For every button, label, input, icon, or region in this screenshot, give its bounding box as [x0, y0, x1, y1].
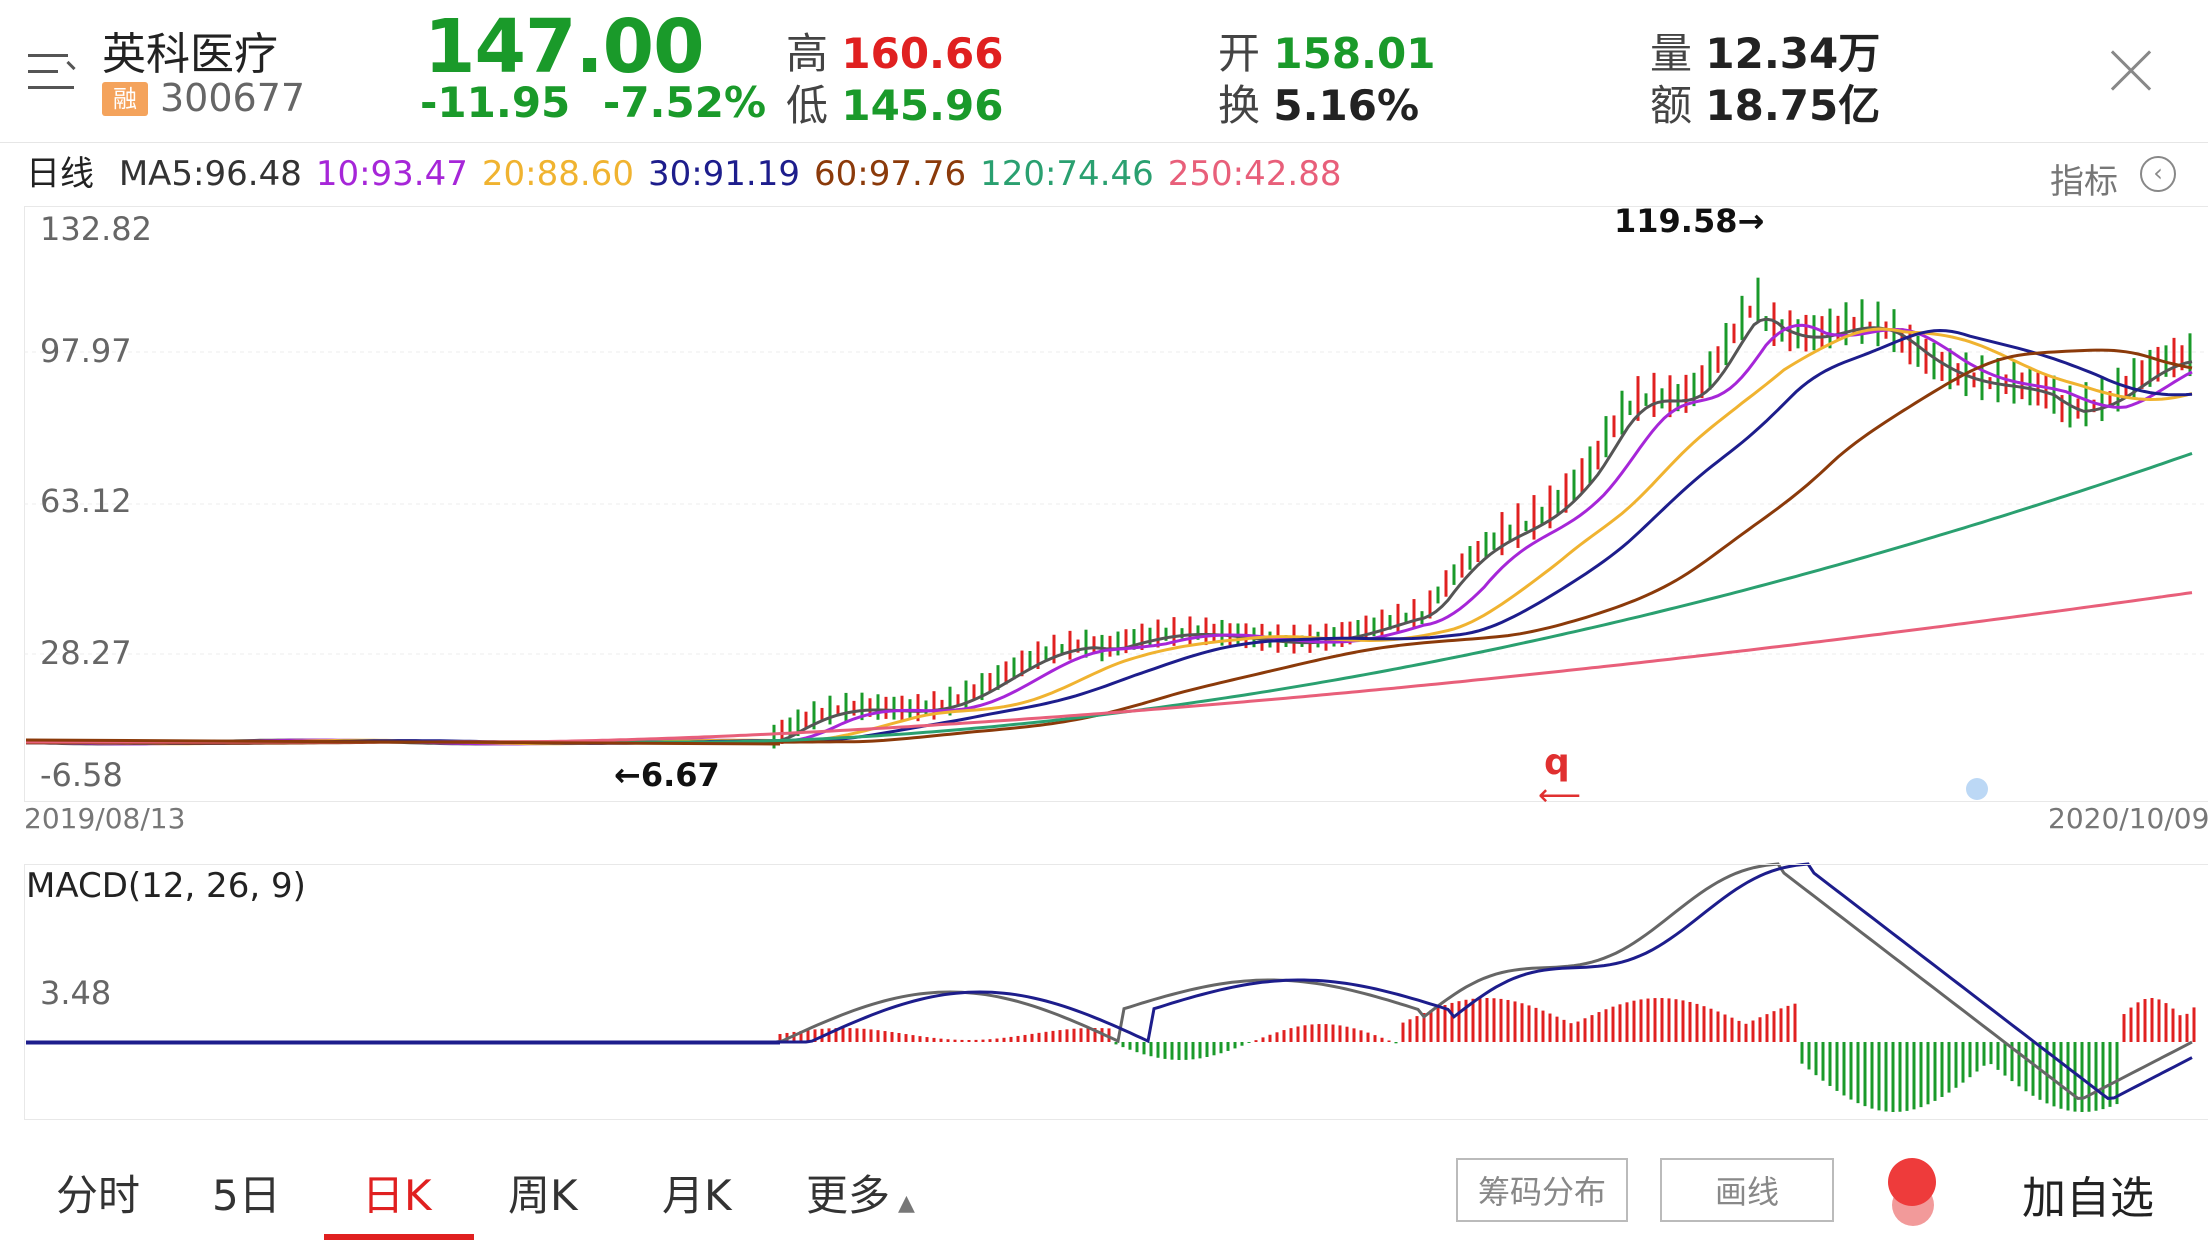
macd-chart-area[interactable] — [24, 864, 2208, 1120]
macd-title: MACD(12, 26, 9) — [26, 866, 306, 906]
change-percent: -7.52% — [602, 78, 767, 127]
stock-code: 300677 — [160, 76, 306, 120]
y-label-1: 97.97 — [40, 332, 132, 370]
price-change: -11.95 -7.52% — [420, 78, 766, 127]
blue-dot[interactable] — [1966, 778, 1988, 800]
turnover-value: 5.16% — [1273, 81, 1420, 130]
tab-more-label: 更多 — [806, 1171, 891, 1220]
tab-more[interactable]: 更多 ▲ — [806, 1162, 915, 1223]
change-value: -11.95 — [420, 78, 571, 127]
tab-weekly-k[interactable]: 周K — [508, 1171, 578, 1220]
flat-line — [25, 738, 781, 746]
indicator-button[interactable]: 指标 — [2050, 162, 2118, 202]
ma-item: 20:88.60 — [481, 154, 634, 194]
current-price: 147.00 — [424, 4, 705, 90]
open-field: 开 158.01 — [1218, 29, 1436, 78]
y-label-4: -6.58 — [40, 756, 123, 794]
amount-field: 额 18.75亿 — [1650, 81, 1881, 130]
draw-line-button[interactable]: 画线 — [1660, 1158, 1834, 1222]
active-tab-indicator — [324, 1234, 474, 1240]
margin-badge: 融 — [102, 82, 148, 116]
ma120-line — [26, 451, 2193, 744]
ma-item: MA5:96.48 — [118, 154, 302, 194]
period-label: 日线 — [26, 154, 94, 194]
stock-name: 英科医疗 — [102, 29, 278, 80]
tab-fenshi[interactable]: 分时 — [56, 1171, 141, 1220]
ma-legend: 日线 MA5:96.48 10:93.47 20:88.60 30:91.19 60:9… — [26, 146, 1369, 195]
amount-value: 18.75亿 — [1705, 81, 1881, 130]
q-marker[interactable]: q — [1544, 742, 1570, 783]
chip-distribution-button[interactable]: 筹码分布 — [1456, 1158, 1628, 1222]
date-start: 2019/08/13 — [24, 802, 186, 835]
ma10-line — [26, 323, 2193, 746]
y-label-2: 63.12 — [40, 482, 132, 520]
ma30-line — [26, 328, 2193, 745]
tab-monthly-k[interactable]: 月K — [662, 1171, 732, 1220]
ma-item: 10:93.47 — [315, 154, 468, 194]
macd-y-label: 3.48 — [40, 974, 112, 1012]
ma-item: 30:91.19 — [647, 154, 801, 194]
tab-5day[interactable]: 5日 — [212, 1171, 281, 1220]
low-field: 低 145.96 — [786, 81, 1004, 130]
chevron-left-circle-icon[interactable]: ‹ — [2140, 156, 2176, 192]
volume-value: 12.34万 — [1705, 29, 1881, 78]
low-annotation: ←6.67 — [614, 756, 720, 794]
header-divider — [0, 142, 2208, 143]
ma-item: 120:74.46 — [980, 154, 1154, 194]
turnover-field: 换 5.16% — [1218, 81, 1420, 130]
low-value: 145.96 — [841, 81, 1004, 130]
high-field: 高 160.66 — [786, 29, 1004, 78]
volume-field: 量 12.34万 — [1650, 29, 1881, 78]
high-value: 160.66 — [841, 29, 1004, 78]
add-favorite-button[interactable]: 加自选 — [2022, 1173, 2154, 1224]
caret-up-icon: ▲ — [898, 1191, 915, 1216]
ma5-line — [25, 317, 2193, 746]
left-arrow-icon: ⟵ — [1538, 778, 1582, 813]
open-value: 158.01 — [1273, 29, 1436, 78]
ma-item: 250:42.88 — [1167, 154, 1342, 194]
high-annotation: 119.58→ — [1614, 202, 1765, 240]
y-label-0: 132.82 — [40, 210, 152, 248]
menu-icon[interactable] — [28, 52, 78, 92]
record-dot-icon[interactable] — [1888, 1158, 1936, 1206]
y-label-3: 28.27 — [40, 634, 132, 672]
tab-daily-k[interactable]: 日K — [362, 1171, 432, 1220]
ma20-line — [26, 327, 2193, 746]
ma-item: 60:97.76 — [814, 154, 967, 194]
date-end: 2020/10/09 — [2048, 802, 2208, 835]
